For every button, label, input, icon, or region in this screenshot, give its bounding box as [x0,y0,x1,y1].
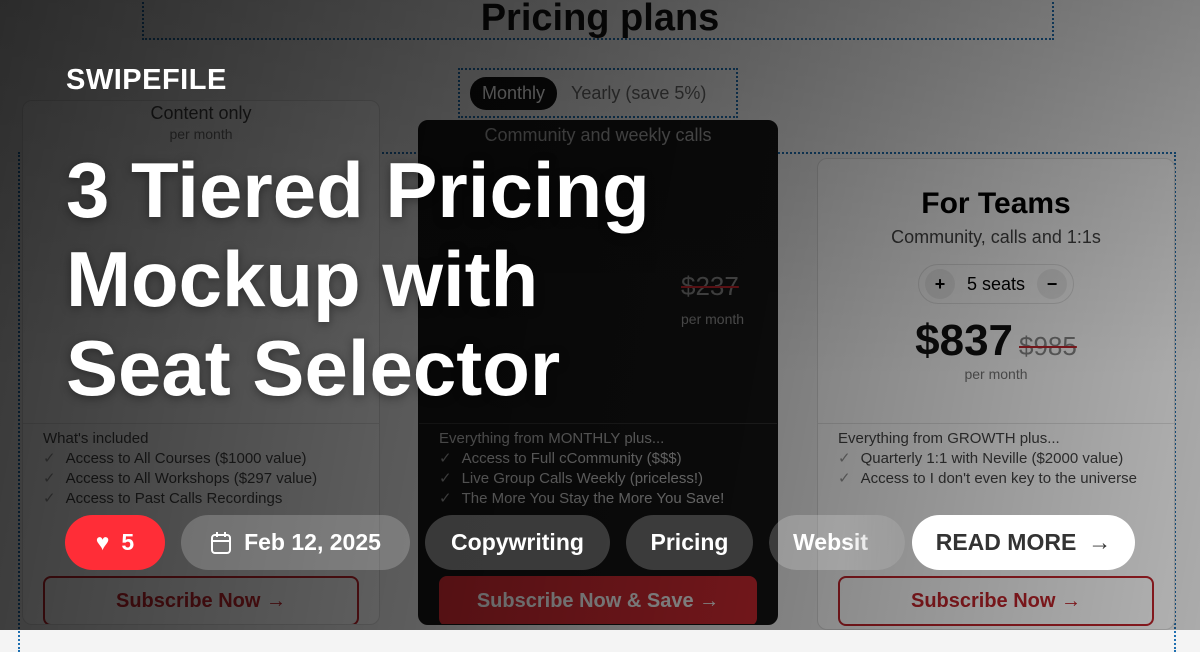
plan-subtitle: Community, calls and 1:1s [891,227,1101,247]
old-price: $237 [681,271,739,301]
read-more-button[interactable]: READ MORE → [912,515,1135,570]
feature-list: What's included Access to All Courses ($… [23,423,379,509]
feature-item: Access to Past Calls Recordings [43,489,359,509]
toggle-monthly[interactable]: Monthly [470,76,558,110]
feature-item: Access to All Workshops ($297 value) [43,469,359,489]
subscribe-button[interactable]: Subscribe Now → [43,576,359,624]
tag-copywriting[interactable]: Copywriting [425,515,610,570]
calendar-icon [211,531,232,554]
feature-item: Access to Full cCommunity ($$$) [439,449,757,469]
heart-icon: ♥ [95,529,110,555]
old-price: $985 [1019,331,1077,361]
date-pill: Feb 12, 2025 [181,515,410,570]
seat-selector[interactable]: + 5 seats − [917,264,1075,304]
per-month: per month [169,126,233,142]
pricing-title: Pricing plans [480,0,720,39]
subscribe-save-button[interactable]: Subscribe Now & Save → [439,576,757,624]
features-header: Everything from MONTHLY plus... [439,430,665,447]
plus-icon[interactable]: + [924,269,955,299]
tag-website[interactable]: Websit [769,515,905,570]
feature-item: The More You Stay the More You Save! [439,489,757,509]
billing-toggle[interactable]: Monthly Yearly (save 5%) [458,68,738,118]
feature-item: Access to All Courses ($1000 value) [43,449,359,469]
feature-list: Everything from GROWTH plus... Quarterly… [818,423,1174,489]
features-header: Everything from GROWTH plus... [838,430,1060,447]
feature-item: Quarterly 1:1 with Neville ($2000 value) [838,449,1154,469]
toggle-yearly[interactable]: Yearly (save 5%) [571,82,707,103]
arrow-right-icon: → [1088,529,1112,555]
post-title: 3 Tiered Pricing Mockup with Seat Select… [66,146,650,412]
feature-list: Everything from MONTHLY plus... Access t… [419,423,777,509]
seat-count: 5 seats [966,273,1026,294]
minus-icon[interactable]: − [1037,269,1068,299]
subscribe-button[interactable]: Subscribe Now → [838,576,1154,626]
post-date: Feb 12, 2025 [244,529,381,555]
plan-subtitle: Community and weekly calls [484,125,712,145]
like-button[interactable]: ♥ 5 [65,515,165,570]
per-month: per month [681,311,745,327]
tag-pricing[interactable]: Pricing [626,515,753,570]
plan-subtitle: Content only [150,103,252,123]
features-header: What's included [43,430,149,447]
feature-item: Live Group Calls Weekly (priceless!) [439,469,757,489]
feature-item: Access to I don't even key to the univer… [838,469,1154,489]
per-month: per month [964,366,1028,382]
plan-title: For Teams [921,187,1071,220]
brand-label[interactable]: SWIPEFILE [66,64,227,96]
price: $837 [915,316,1014,365]
read-more-label: READ MORE [935,529,1077,555]
like-count: 5 [121,529,135,555]
